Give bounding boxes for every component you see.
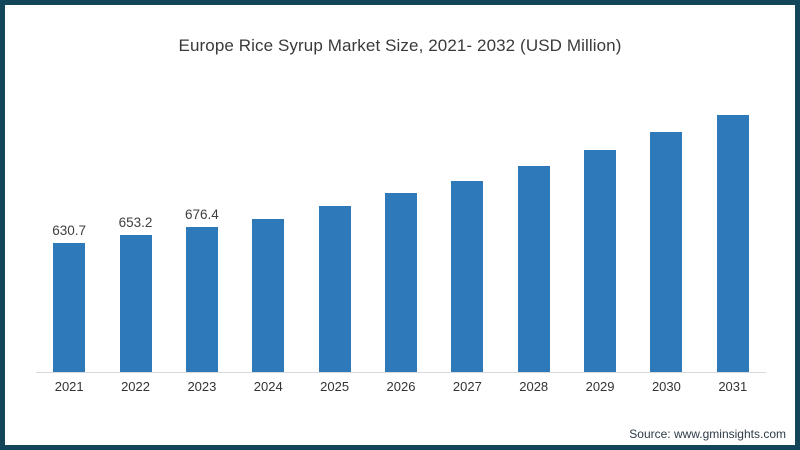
bar-value-label-2021: 630.7 xyxy=(52,222,87,238)
bar-column-2021: 630.7 xyxy=(36,109,102,372)
bar-value-label-2022: 653.2 xyxy=(118,214,153,230)
bar-2021 xyxy=(53,242,86,372)
x-axis-labels: 2021 2022 2023 2024 2025 2026 2027 2028 2029 2030… xyxy=(36,379,766,394)
x-axis-label-2024: 2024 xyxy=(253,379,283,394)
bar-column-2031 xyxy=(700,109,766,372)
bar-2025 xyxy=(318,206,351,372)
source-note: Source: www.gminsights.com xyxy=(629,427,786,441)
bar-column-2025 xyxy=(301,109,367,372)
x-axis-label-2031: 2031 xyxy=(718,379,748,394)
plot-area: 630.7 653.2 676.4 xyxy=(36,109,766,373)
bar-column-2029 xyxy=(567,109,633,372)
bar-2029 xyxy=(584,149,617,372)
bar-2022 xyxy=(119,234,152,372)
chart-title: Europe Rice Syrup Market Size, 2021- 203… xyxy=(178,36,622,55)
x-axis-label-2029: 2029 xyxy=(585,379,615,394)
bar-column-2030 xyxy=(633,109,699,372)
bar-2024 xyxy=(252,218,285,372)
bar-2031 xyxy=(716,114,749,372)
x-axis-label-2026: 2026 xyxy=(386,379,416,394)
x-axis-label-2023: 2023 xyxy=(187,379,217,394)
x-axis-label-2025: 2025 xyxy=(320,379,350,394)
bar-value-label-2023: 676.4 xyxy=(185,206,219,222)
bar-2026 xyxy=(384,192,417,372)
bar-2028 xyxy=(517,165,550,372)
x-axis-label-2030: 2030 xyxy=(651,379,681,394)
bar-column-2027 xyxy=(434,109,500,372)
x-axis-label-2027: 2027 xyxy=(452,379,482,394)
bar-column-2023: 676.4 xyxy=(169,109,235,372)
bar-column-2026 xyxy=(368,109,434,372)
bar-2023 xyxy=(185,226,218,372)
x-axis-label-2022: 2022 xyxy=(121,379,150,394)
bar-column-2022: 653.2 xyxy=(102,109,168,372)
x-axis-label-2021: 2021 xyxy=(54,379,84,394)
bar-column-2024 xyxy=(235,109,301,372)
bar-2027 xyxy=(451,180,484,372)
bar-column-2028 xyxy=(501,109,567,372)
x-axis-label-2028: 2028 xyxy=(519,379,549,394)
bar-2030 xyxy=(650,131,683,372)
